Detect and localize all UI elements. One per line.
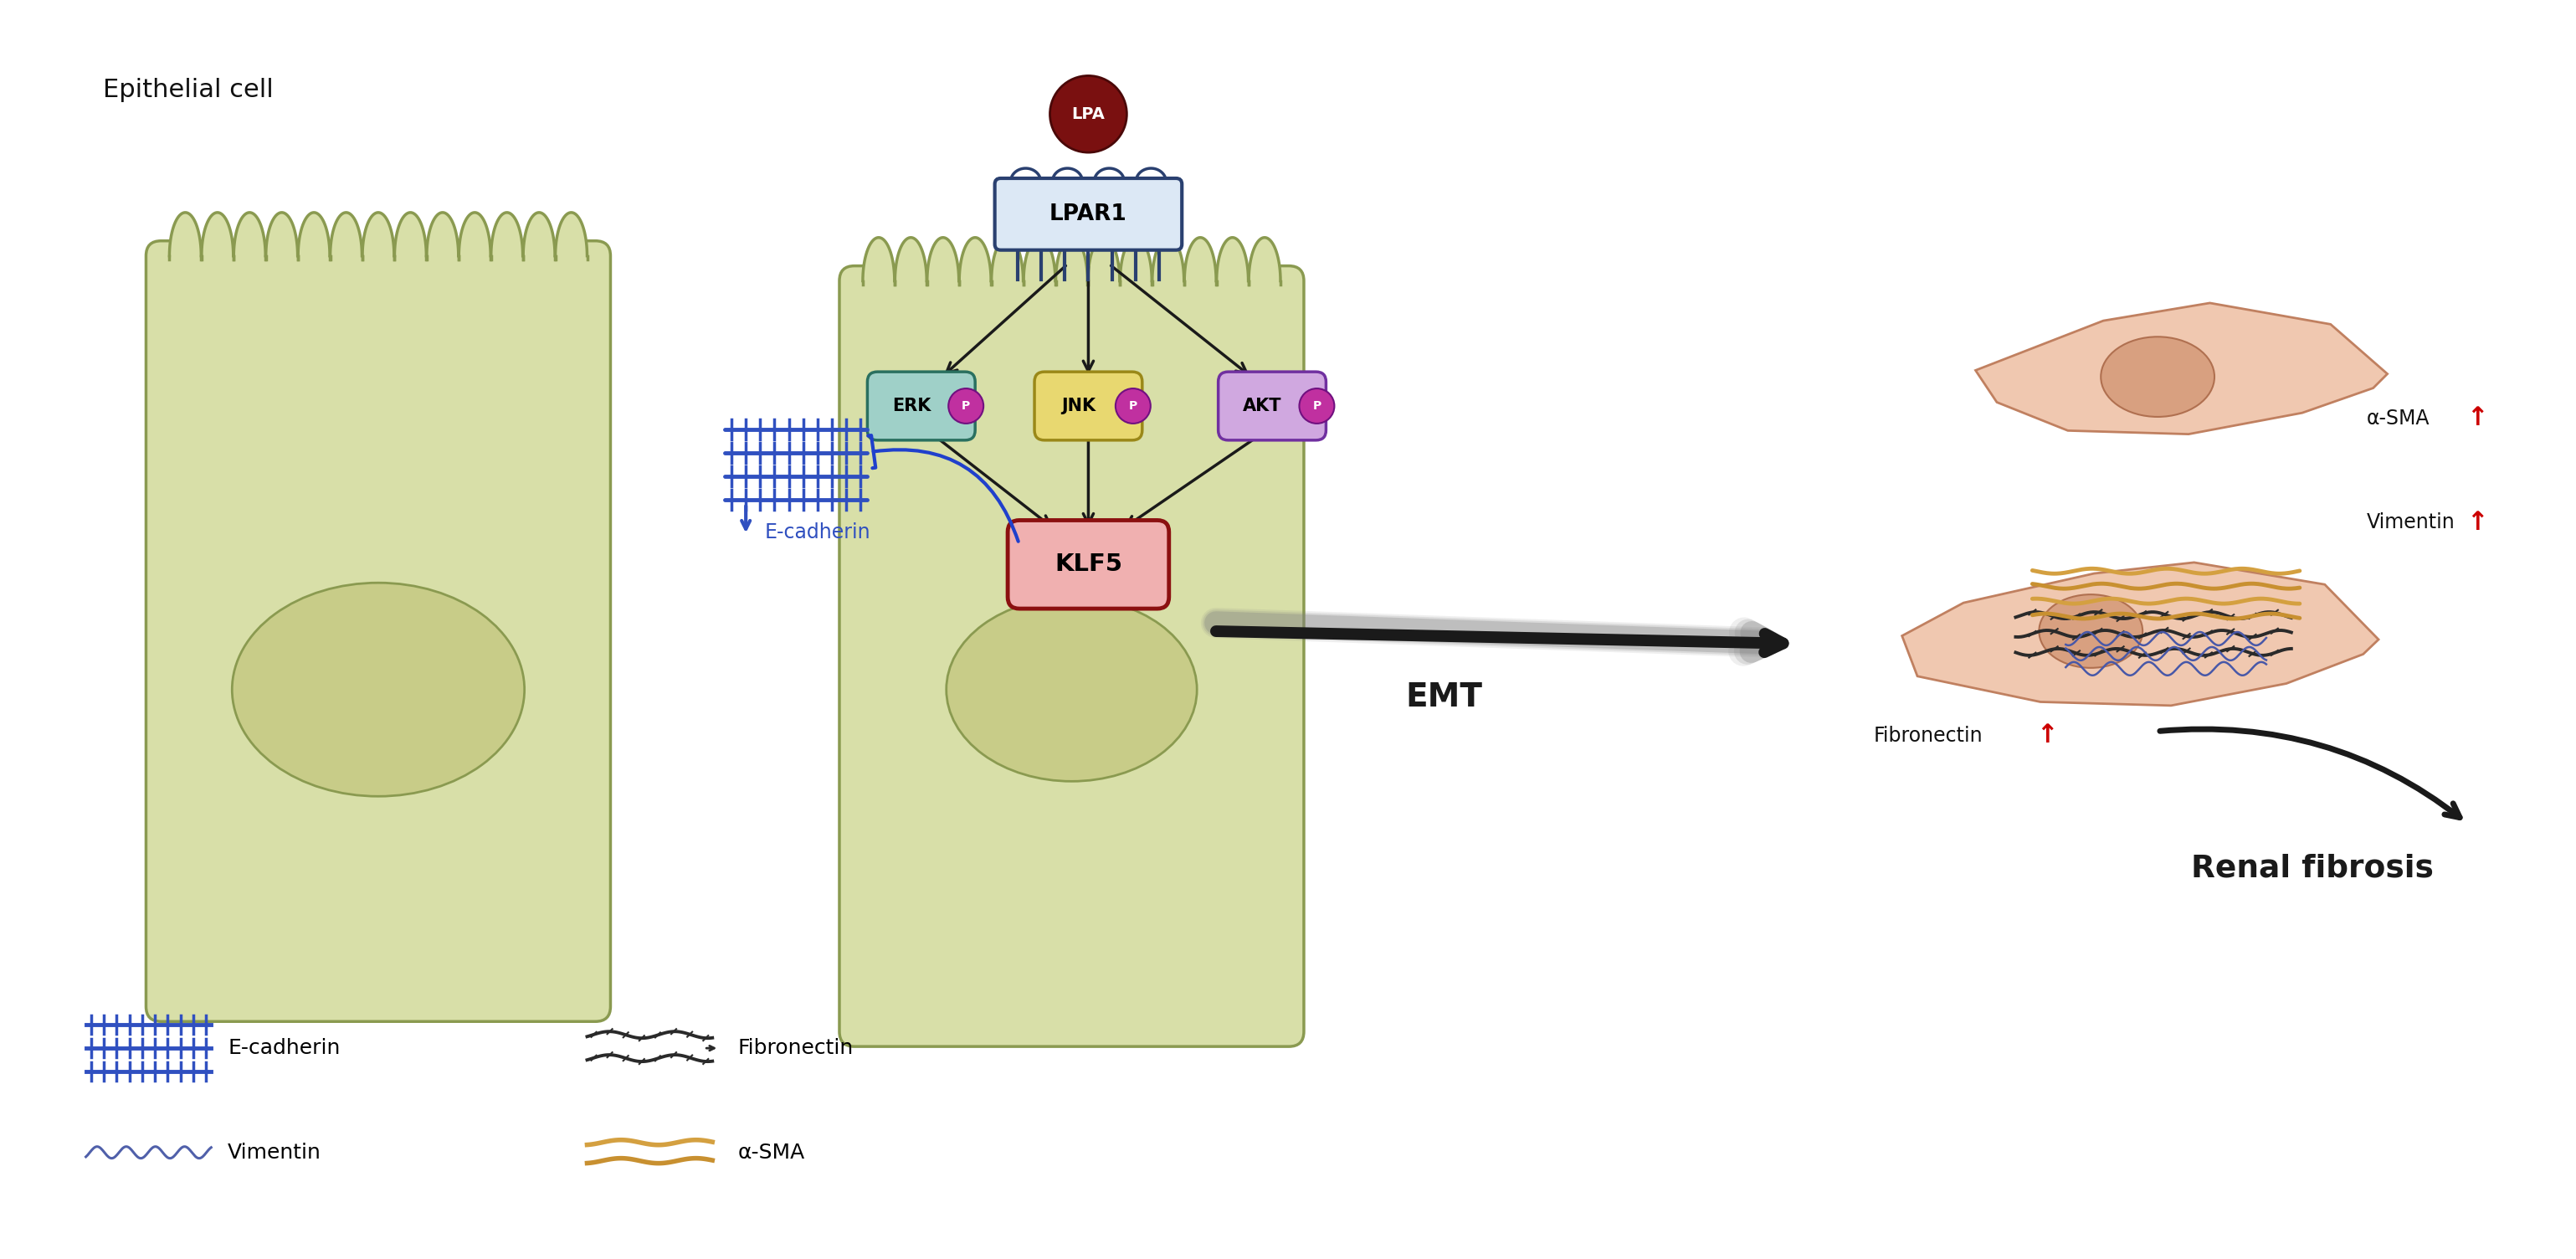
Polygon shape xyxy=(894,238,927,281)
Text: Epithelial cell: Epithelial cell xyxy=(103,78,273,102)
Polygon shape xyxy=(523,213,554,256)
Polygon shape xyxy=(492,213,523,256)
Text: ERK: ERK xyxy=(891,398,930,414)
FancyBboxPatch shape xyxy=(868,371,976,441)
Ellipse shape xyxy=(945,598,1198,782)
Text: E-cadherin: E-cadherin xyxy=(765,522,871,543)
Text: LPAR1: LPAR1 xyxy=(1048,203,1128,225)
Polygon shape xyxy=(927,238,958,281)
Polygon shape xyxy=(1056,238,1087,281)
Polygon shape xyxy=(1249,238,1280,281)
Ellipse shape xyxy=(232,583,526,796)
Polygon shape xyxy=(992,238,1023,281)
Circle shape xyxy=(948,389,984,423)
Text: Vimentin: Vimentin xyxy=(227,1142,322,1162)
Text: ↑: ↑ xyxy=(2468,407,2488,431)
Polygon shape xyxy=(1901,563,2378,705)
Polygon shape xyxy=(863,238,894,281)
Polygon shape xyxy=(394,213,425,256)
Ellipse shape xyxy=(2040,594,2143,667)
Polygon shape xyxy=(363,213,394,256)
Polygon shape xyxy=(1976,303,2388,434)
Polygon shape xyxy=(1151,238,1185,281)
Text: ↑: ↑ xyxy=(2038,723,2058,748)
Circle shape xyxy=(1298,389,1334,423)
Ellipse shape xyxy=(2102,336,2215,417)
Text: ↑: ↑ xyxy=(2468,511,2488,535)
Text: AKT: AKT xyxy=(1242,398,1283,414)
Text: E-cadherin: E-cadherin xyxy=(227,1039,340,1059)
Text: JNK: JNK xyxy=(1061,398,1095,414)
Polygon shape xyxy=(330,213,363,256)
FancyArrowPatch shape xyxy=(868,436,1018,541)
FancyBboxPatch shape xyxy=(147,240,611,1021)
Text: α-SMA: α-SMA xyxy=(2367,408,2429,428)
Text: α-SMA: α-SMA xyxy=(737,1142,804,1162)
Polygon shape xyxy=(1087,238,1121,281)
Polygon shape xyxy=(299,213,330,256)
Polygon shape xyxy=(428,213,459,256)
Circle shape xyxy=(1115,389,1151,423)
Text: P: P xyxy=(961,400,971,412)
Polygon shape xyxy=(201,213,234,256)
Polygon shape xyxy=(265,213,299,256)
Text: EMT: EMT xyxy=(1406,681,1484,713)
FancyBboxPatch shape xyxy=(994,179,1182,251)
Text: KLF5: KLF5 xyxy=(1054,553,1123,577)
FancyBboxPatch shape xyxy=(840,266,1303,1046)
Polygon shape xyxy=(1121,238,1151,281)
Polygon shape xyxy=(1185,238,1216,281)
Text: Fibronectin: Fibronectin xyxy=(1873,725,1984,745)
FancyBboxPatch shape xyxy=(1007,520,1170,608)
Polygon shape xyxy=(1216,238,1249,281)
Polygon shape xyxy=(1023,238,1056,281)
Polygon shape xyxy=(556,213,587,256)
FancyBboxPatch shape xyxy=(1218,371,1327,441)
Text: P: P xyxy=(1314,400,1321,412)
Polygon shape xyxy=(958,238,992,281)
Text: Vimentin: Vimentin xyxy=(2367,512,2455,533)
Circle shape xyxy=(1051,76,1126,152)
Text: LPA: LPA xyxy=(1072,106,1105,122)
Polygon shape xyxy=(234,213,265,256)
Text: Fibronectin: Fibronectin xyxy=(737,1039,853,1059)
Polygon shape xyxy=(170,213,201,256)
FancyBboxPatch shape xyxy=(1036,371,1141,441)
Polygon shape xyxy=(459,213,489,256)
Text: Renal fibrosis: Renal fibrosis xyxy=(2192,854,2434,884)
Text: P: P xyxy=(1128,400,1139,412)
